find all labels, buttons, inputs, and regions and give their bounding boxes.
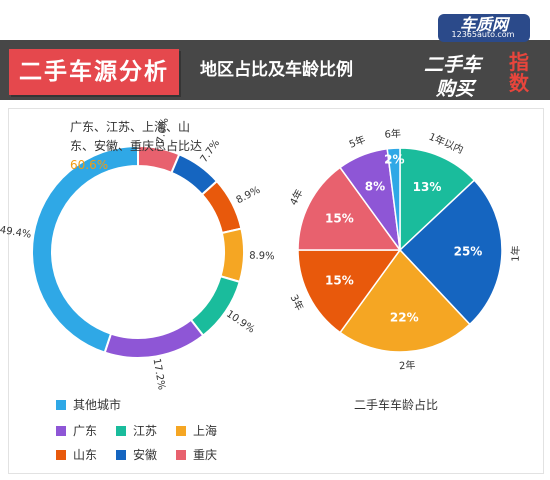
logo-line2: 购买 [436,78,475,100]
logo-url: 12365auto.com [451,30,515,39]
donut-value-label-3: 8.9% [249,250,275,262]
pie-slice-0 [399,147,476,252]
pie-slice-2 [338,248,471,353]
legend-label: 山东 [73,448,98,462]
pie-category-label-2: 2年 [399,358,416,372]
logo-site-name: 车质网 [459,15,508,34]
pie-value-label-1: 25% [454,245,483,259]
legend-label: 广东 [73,424,98,438]
pie-value-label-0: 13% [413,180,442,194]
donut-center-text: 广东、江苏、上海、山东、安徽、重庆总占比达 60.6% [70,118,206,175]
pie-value-label-3: 15% [325,273,354,287]
pie-caption: 二手车车龄占比 [353,398,438,412]
page-subtitle: 地区占比及车龄比例 [200,60,353,80]
legend-swatch [116,426,126,436]
pie-category-label-3: 3年 [288,292,307,312]
donut-center-highlight: 60.6% [70,158,109,172]
pie-category-label-1: 1年 [509,245,523,262]
legend-swatch [56,400,66,410]
pie-category-label-4: 4年 [287,187,306,207]
donut-legend: 其他城市广东 江苏 上海山东 安徽 重庆 [56,398,218,462]
pie-value-label-5: 8% [365,179,385,193]
pie-slice-4 [297,166,402,251]
donut-value-label-0: 7.0% [155,117,171,144]
page-title: 二手车源分析 [19,59,169,85]
pie-slice-3 [297,249,402,334]
legend-swatch [56,426,66,436]
legend-swatch [116,450,126,460]
legend-label: 安徽 [133,448,158,462]
content-panel [8,108,544,474]
pie-category-label-0: 1年以内 [427,130,466,156]
logo-accent: 指数 [509,50,529,95]
pie-value-label-2: 22% [390,310,419,324]
donut-value-label-5: 17.2% [151,358,167,391]
logo-line1: 二手车 [424,54,482,76]
legend-swatch [176,426,186,436]
brand-logo: 车质网 12365auto.com 二手车 购买 指数 [418,8,548,100]
donut-slice-6 [31,144,139,354]
legend-swatch [176,450,186,460]
legend-swatch [56,450,66,460]
pie-category-label-6: 6年 [384,127,401,141]
logo-site-badge: 车质网 [438,14,530,42]
pie-value-label-6: 2% [384,153,404,167]
pie-category-label-5: 5年 [347,133,367,151]
donut-center-body: 广东、江苏、上海、山东、安徽、重庆总占比达 [70,120,203,153]
donut-chart: 7.0%7.7%8.9%8.9%10.9%17.2%49.4% [0,117,275,391]
legend-label: 其他城市 [73,398,122,412]
donut-value-label-6: 49.4% [0,225,32,241]
title-box: 二手车源分析 [9,49,179,95]
legend-label: 重庆 [193,448,218,462]
legend-label: 江苏 [133,424,158,438]
pie-slice-1 [398,179,503,326]
pie-slice-6 [386,147,401,251]
legend-label: 上海 [193,424,218,438]
pie-value-label-4: 15% [325,212,354,226]
